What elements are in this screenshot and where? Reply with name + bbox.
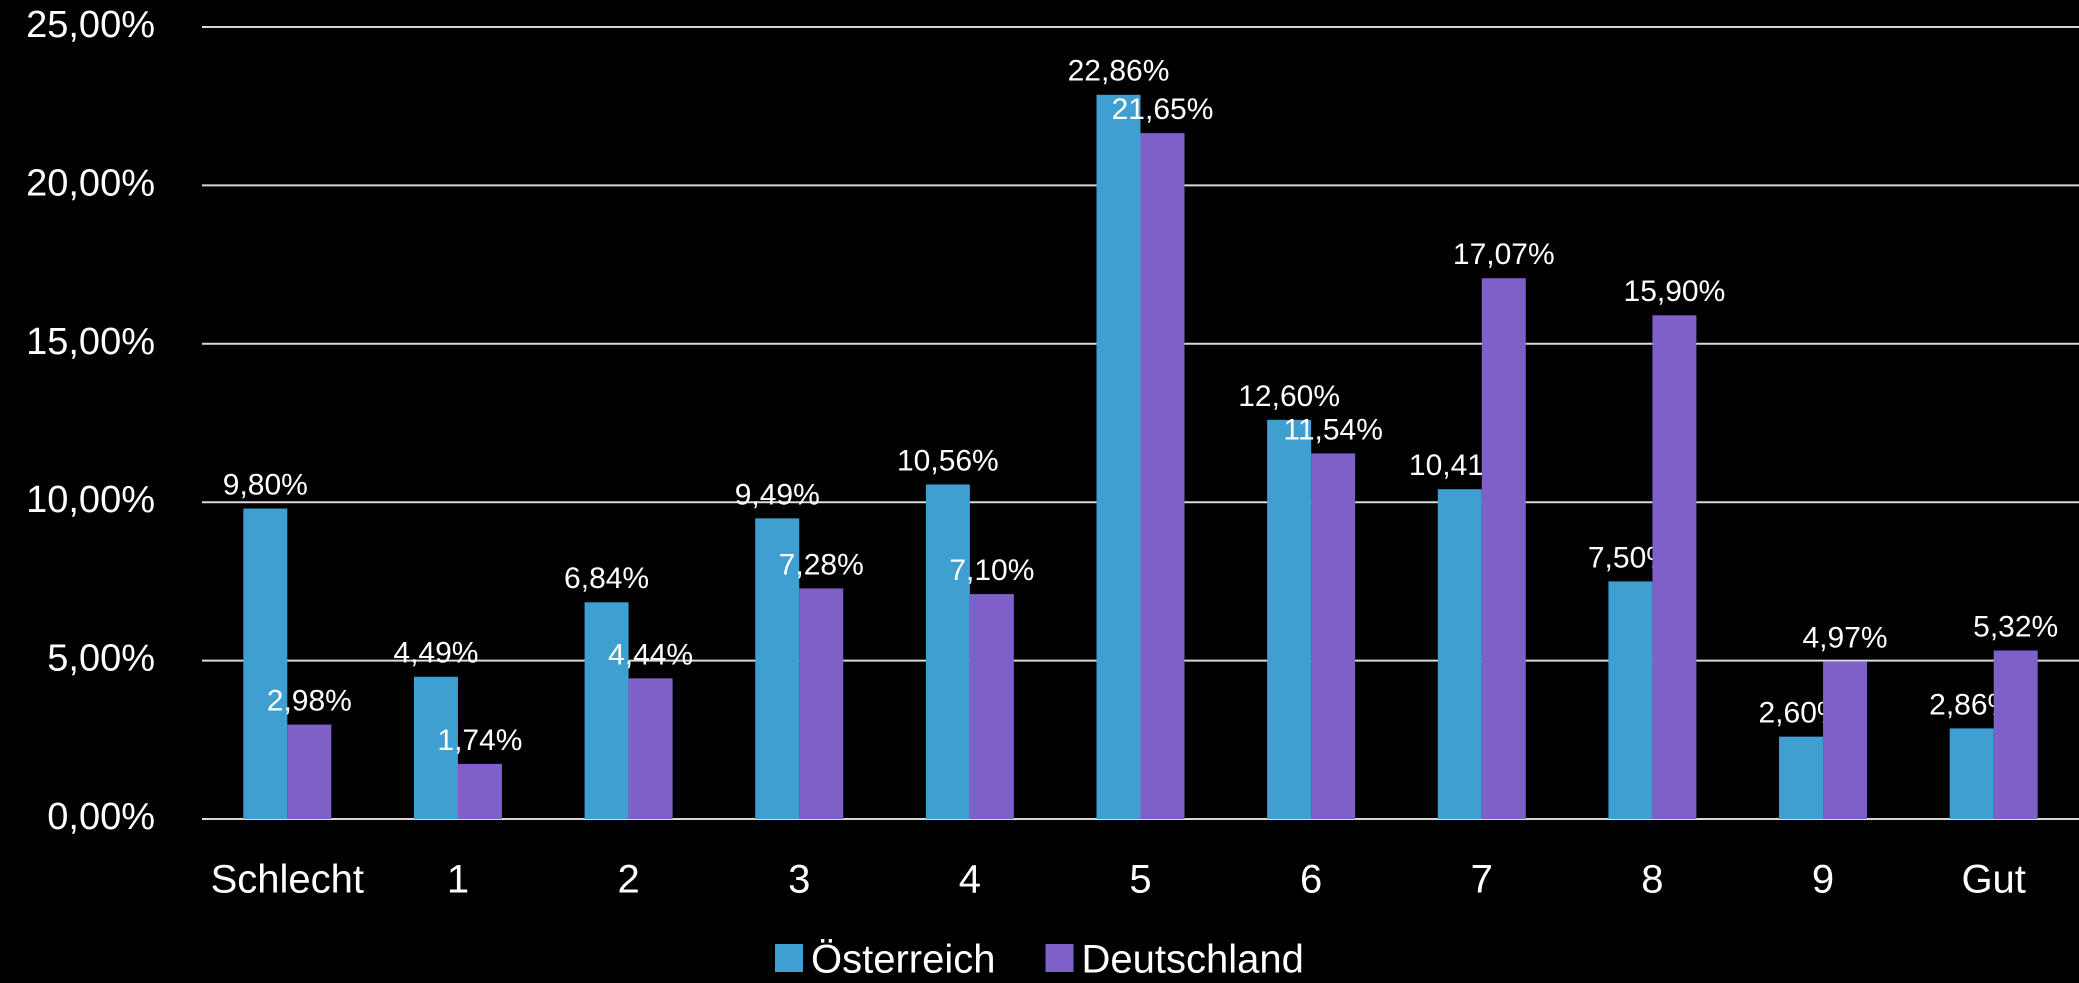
bar bbox=[1993, 650, 2038, 819]
x-tick-label: Gut bbox=[1961, 858, 2025, 902]
value-label: 4,49% bbox=[393, 637, 478, 670]
value-label: 5,32% bbox=[1973, 610, 2058, 643]
value-label: 4,44% bbox=[608, 638, 693, 671]
value-label: 15,90% bbox=[1624, 275, 1726, 308]
y-tick-label: 10,00% bbox=[26, 479, 155, 521]
bar bbox=[1823, 661, 1868, 819]
x-tick-label: 7 bbox=[1471, 858, 1493, 902]
bar bbox=[413, 676, 458, 819]
value-label: 2,98% bbox=[267, 685, 352, 718]
bar bbox=[1608, 581, 1653, 819]
x-tick-label: 6 bbox=[1300, 858, 1322, 902]
value-label: 11,54% bbox=[1283, 413, 1383, 446]
legend-swatch bbox=[775, 944, 803, 972]
value-label: 22,86% bbox=[1068, 55, 1170, 88]
bar bbox=[1437, 489, 1482, 819]
value-label: 6,84% bbox=[564, 562, 649, 595]
value-label: 9,80% bbox=[223, 468, 308, 501]
value-label: 7,28% bbox=[779, 548, 864, 581]
x-tick-label: 3 bbox=[788, 858, 810, 902]
bar bbox=[1779, 736, 1824, 819]
bar bbox=[969, 594, 1014, 819]
value-label: 1,74% bbox=[437, 724, 522, 757]
value-label: 17,07% bbox=[1453, 238, 1555, 271]
bar bbox=[1652, 315, 1697, 819]
y-tick-label: 15,00% bbox=[26, 321, 155, 363]
y-tick-label: 20,00% bbox=[26, 162, 155, 204]
x-tick-label: 5 bbox=[1129, 858, 1151, 902]
y-tick-label: 5,00% bbox=[47, 638, 155, 680]
value-label: 4,97% bbox=[1803, 621, 1888, 654]
bar bbox=[1096, 94, 1141, 820]
bar bbox=[457, 763, 502, 819]
x-tick-label: 8 bbox=[1641, 858, 1663, 902]
value-label: 9,49% bbox=[735, 478, 820, 511]
value-label: 7,10% bbox=[949, 554, 1034, 587]
legend-label: Österreich bbox=[811, 938, 996, 982]
value-label: 21,65% bbox=[1112, 93, 1214, 126]
bar bbox=[628, 678, 673, 819]
y-tick-label: 0,00% bbox=[47, 796, 155, 838]
y-tick-label: 25,00% bbox=[26, 4, 155, 46]
x-tick-label: 9 bbox=[1812, 858, 1834, 902]
bar bbox=[1311, 453, 1356, 819]
bar bbox=[1949, 728, 1994, 819]
legend-label: Deutschland bbox=[1082, 938, 1304, 982]
bar bbox=[584, 602, 629, 819]
value-label: 10,56% bbox=[897, 444, 999, 477]
x-tick-label: 4 bbox=[959, 858, 981, 902]
x-tick-label: 1 bbox=[447, 858, 469, 902]
bar bbox=[1481, 278, 1526, 819]
bar bbox=[799, 588, 844, 819]
bar bbox=[1140, 133, 1185, 820]
bar bbox=[755, 518, 800, 819]
x-tick-label: Schlecht bbox=[211, 858, 364, 902]
bar bbox=[243, 508, 288, 819]
x-tick-label: 2 bbox=[617, 858, 639, 902]
legend-swatch bbox=[1045, 944, 1074, 972]
bar bbox=[1267, 419, 1312, 819]
bar bbox=[287, 724, 332, 819]
value-label: 12,60% bbox=[1238, 380, 1340, 413]
bar bbox=[925, 484, 970, 819]
